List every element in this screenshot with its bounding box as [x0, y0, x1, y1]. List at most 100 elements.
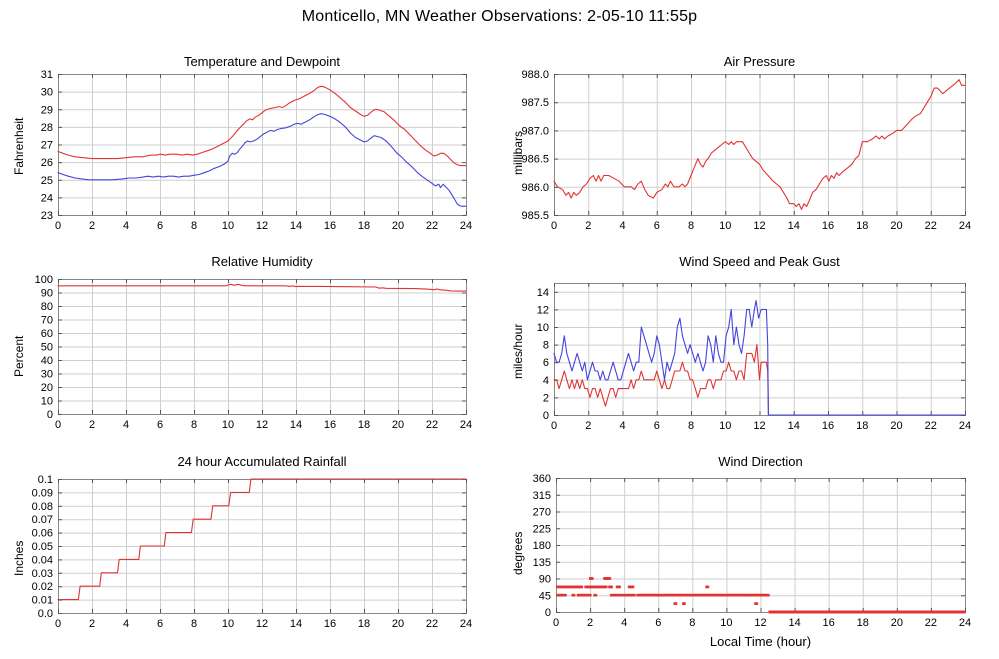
y-tick-label: 987.0	[521, 125, 549, 137]
x-tick-label: 18	[358, 220, 370, 232]
x-tick-label: 14	[290, 220, 302, 232]
x-tick-label: 2	[585, 420, 591, 432]
y-tick-label: 270	[533, 507, 551, 519]
wind-direction-dot	[659, 593, 663, 597]
x-tick-label: 0	[553, 617, 559, 629]
y-tick-label: 90	[539, 574, 551, 586]
relative-humidity-line	[57, 283, 467, 292]
x-tick-label: 22	[426, 220, 438, 232]
air-pressure-plot: 0 2 4 6 8 10 12 14 16 18 20 22 24985.5986.0986.5987.…	[521, 69, 971, 232]
y-tick-label: 225	[533, 523, 551, 535]
wind-direction-dot	[962, 610, 966, 614]
wind-direction-dot	[580, 585, 584, 589]
x-tick-label: 12	[256, 220, 268, 232]
y-tick-label: 10	[41, 396, 53, 408]
y-tick-label: 70	[41, 315, 53, 327]
y-tick-label: 0	[545, 607, 551, 619]
x-tick-label: 16	[823, 617, 835, 629]
x-tick-label: 20	[392, 220, 404, 232]
x-tick-label: 0	[551, 420, 557, 432]
x-tick-label: 20	[890, 420, 902, 432]
x-tick-label: 6	[655, 617, 661, 629]
y-tick-label: 0.01	[32, 595, 53, 607]
x-tick-label: 18	[856, 220, 868, 232]
wind-direction-dot	[621, 593, 625, 597]
y-tick-label: 986.0	[521, 182, 549, 194]
x-tick-label: 10	[719, 420, 731, 432]
x-tick-label: 24	[959, 420, 971, 432]
wind-direction-dot	[609, 585, 613, 589]
x-tick-label: 24	[959, 220, 971, 232]
relative-humidity-plot: 0 2 4 6 8 10 12 14 16 18 20 22 240102030405060708090…	[35, 274, 472, 431]
peak-gust-line	[553, 300, 966, 416]
x-tick-label: 0	[55, 419, 61, 431]
y-tick-label: 360	[533, 473, 551, 485]
x-tick-label: 6	[157, 419, 163, 431]
chart-title: Temperature and Dewpoint	[183, 54, 341, 69]
wind-direction-dot	[590, 577, 594, 580]
y-tick-label: 29	[41, 104, 53, 116]
y-tick-label: 0.05	[32, 541, 53, 553]
wind-direction-dot	[608, 577, 612, 580]
y-tick-label: 23	[41, 210, 53, 222]
y-tick-label: 986.5	[521, 154, 549, 166]
x-tick-label: 12	[753, 420, 765, 432]
x-tick-label: 14	[788, 220, 800, 232]
y-tick-label: 60	[41, 328, 53, 340]
wind-direction-dot	[563, 593, 567, 597]
x-tick-label: 18	[857, 617, 869, 629]
x-tick-label: 16	[324, 618, 336, 630]
y-tick-label: 0.08	[32, 501, 53, 513]
y-tick-label: 40	[41, 355, 53, 367]
x-tick-label: 10	[222, 419, 234, 431]
x-tick-label: 2	[89, 419, 95, 431]
x-tick-label: 8	[191, 618, 197, 630]
x-tick-label: 20	[891, 617, 903, 629]
temperature-line	[57, 85, 467, 167]
y-tick-label: 985.5	[521, 210, 549, 222]
page-title: Monticello, MN Weather Observations: 2-0…	[301, 8, 698, 25]
x-tick-label: 24	[460, 618, 472, 630]
x-tick-label: 4	[123, 618, 129, 630]
y-tick-label: 24	[41, 192, 53, 204]
x-tick-label: 20	[392, 419, 404, 431]
x-tick-label: 20	[890, 220, 902, 232]
x-tick-label: 2	[585, 220, 591, 232]
y-tick-label: 26	[41, 157, 53, 169]
y-tick-label: 988.0	[521, 69, 549, 81]
y-tick-label: 987.5	[521, 97, 549, 109]
x-tick-label: 4	[619, 420, 625, 432]
y-tick-label: 2	[543, 392, 549, 404]
chart-relative-humidity: Relative Humidity Percent 0 2 4 6 8 10 12 14 16 1…	[0, 245, 500, 445]
y-tick-label: 0.09	[32, 487, 53, 499]
x-tick-label: 2	[89, 618, 95, 630]
y-tick-label: 0.06	[32, 528, 53, 540]
y-tick-label: 0.02	[32, 581, 53, 593]
dewpoint-line	[57, 113, 467, 207]
accumulated-rainfall-line	[57, 478, 467, 601]
x-tick-label: 22	[925, 420, 937, 432]
chart-air-pressure: Air Pressure millibars 0 2 4 6 8 10 12 14 16 18 20…	[499, 45, 999, 245]
wind-direction-dot	[632, 593, 636, 597]
y-tick-label: 8	[543, 340, 549, 352]
wind-direction-dot	[706, 585, 710, 589]
x-tick-label: 18	[856, 420, 868, 432]
x-tick-label: 22	[426, 618, 438, 630]
x-tick-label: 6	[654, 220, 660, 232]
x-tick-label: 18	[358, 419, 370, 431]
x-tick-label: 10	[720, 617, 732, 629]
x-tick-label: 24	[959, 617, 971, 629]
x-tick-label: 24	[460, 419, 472, 431]
y-tick-label: 80	[41, 301, 53, 313]
x-tick-label: 2	[587, 617, 593, 629]
wind-direction-dot	[690, 593, 693, 597]
x-tick-label: 16	[822, 220, 834, 232]
x-tick-label: 4	[123, 419, 129, 431]
y-tick-label: 12	[537, 304, 549, 316]
x-tick-label: 14	[788, 617, 800, 629]
